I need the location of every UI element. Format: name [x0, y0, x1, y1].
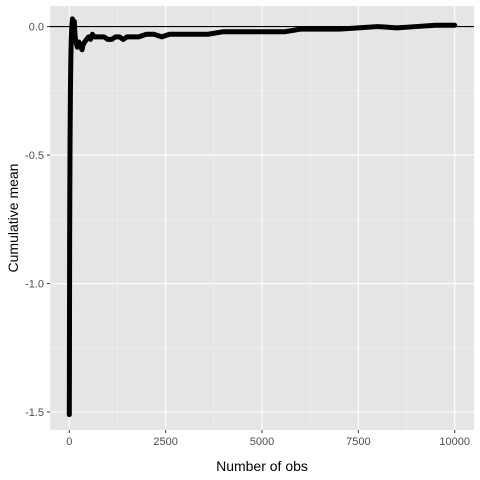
x-tick-label: 2500: [153, 436, 177, 448]
y-tick-label: -1.0: [25, 279, 44, 291]
series-line-cumulative-mean: [66, 16, 458, 418]
y-tick-label: -1.5: [25, 407, 44, 419]
y-axis-title: Cumulative mean: [5, 164, 21, 273]
y-tick-label: 0.0: [29, 22, 44, 34]
x-tick-label: 7500: [346, 436, 370, 448]
x-tick-label: 0: [66, 436, 72, 448]
x-axis-ticks: 0 2500 5000 7500 10000: [66, 430, 470, 448]
y-tick-label: -0.5: [25, 150, 44, 162]
y-axis-ticks: 0.0 -0.5 -1.0 -1.5: [25, 22, 50, 419]
x-axis-title: Number of obs: [216, 458, 308, 474]
x-tick-label: 10000: [439, 436, 470, 448]
x-tick-label: 5000: [250, 436, 274, 448]
